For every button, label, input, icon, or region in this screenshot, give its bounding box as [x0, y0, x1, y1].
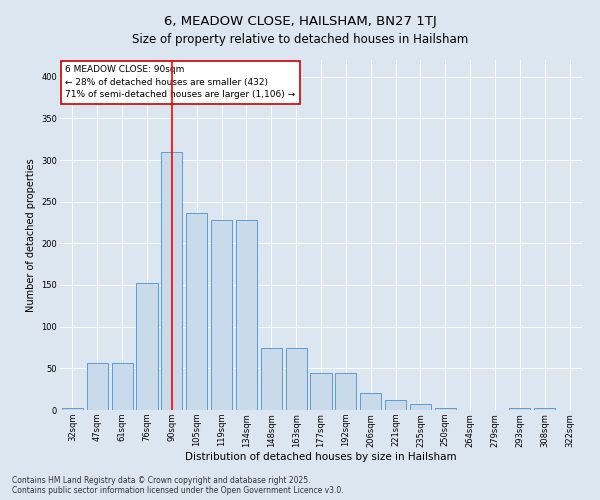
Bar — [136, 284, 158, 410]
Bar — [310, 372, 332, 410]
Text: 6, MEADOW CLOSE, HAILSHAM, BN27 1TJ: 6, MEADOW CLOSE, HAILSHAM, BN27 1TJ — [164, 15, 436, 28]
Bar — [87, 362, 108, 410]
Bar — [509, 408, 530, 410]
Text: Size of property relative to detached houses in Hailsham: Size of property relative to detached ho… — [132, 32, 468, 46]
Bar — [161, 152, 182, 410]
Bar — [186, 212, 207, 410]
Bar — [236, 220, 257, 410]
Text: 6 MEADOW CLOSE: 90sqm
← 28% of detached houses are smaller (432)
71% of semi-det: 6 MEADOW CLOSE: 90sqm ← 28% of detached … — [65, 65, 295, 99]
Bar — [286, 348, 307, 410]
Bar — [112, 362, 133, 410]
Text: Contains HM Land Registry data © Crown copyright and database right 2025.
Contai: Contains HM Land Registry data © Crown c… — [12, 476, 344, 495]
Bar — [211, 220, 232, 410]
X-axis label: Distribution of detached houses by size in Hailsham: Distribution of detached houses by size … — [185, 452, 457, 462]
Bar — [335, 372, 356, 410]
Bar — [534, 408, 555, 410]
Y-axis label: Number of detached properties: Number of detached properties — [26, 158, 36, 312]
Bar — [62, 408, 83, 410]
Bar — [360, 394, 381, 410]
Bar — [385, 400, 406, 410]
Bar — [261, 348, 282, 410]
Bar — [410, 404, 431, 410]
Bar — [435, 408, 456, 410]
